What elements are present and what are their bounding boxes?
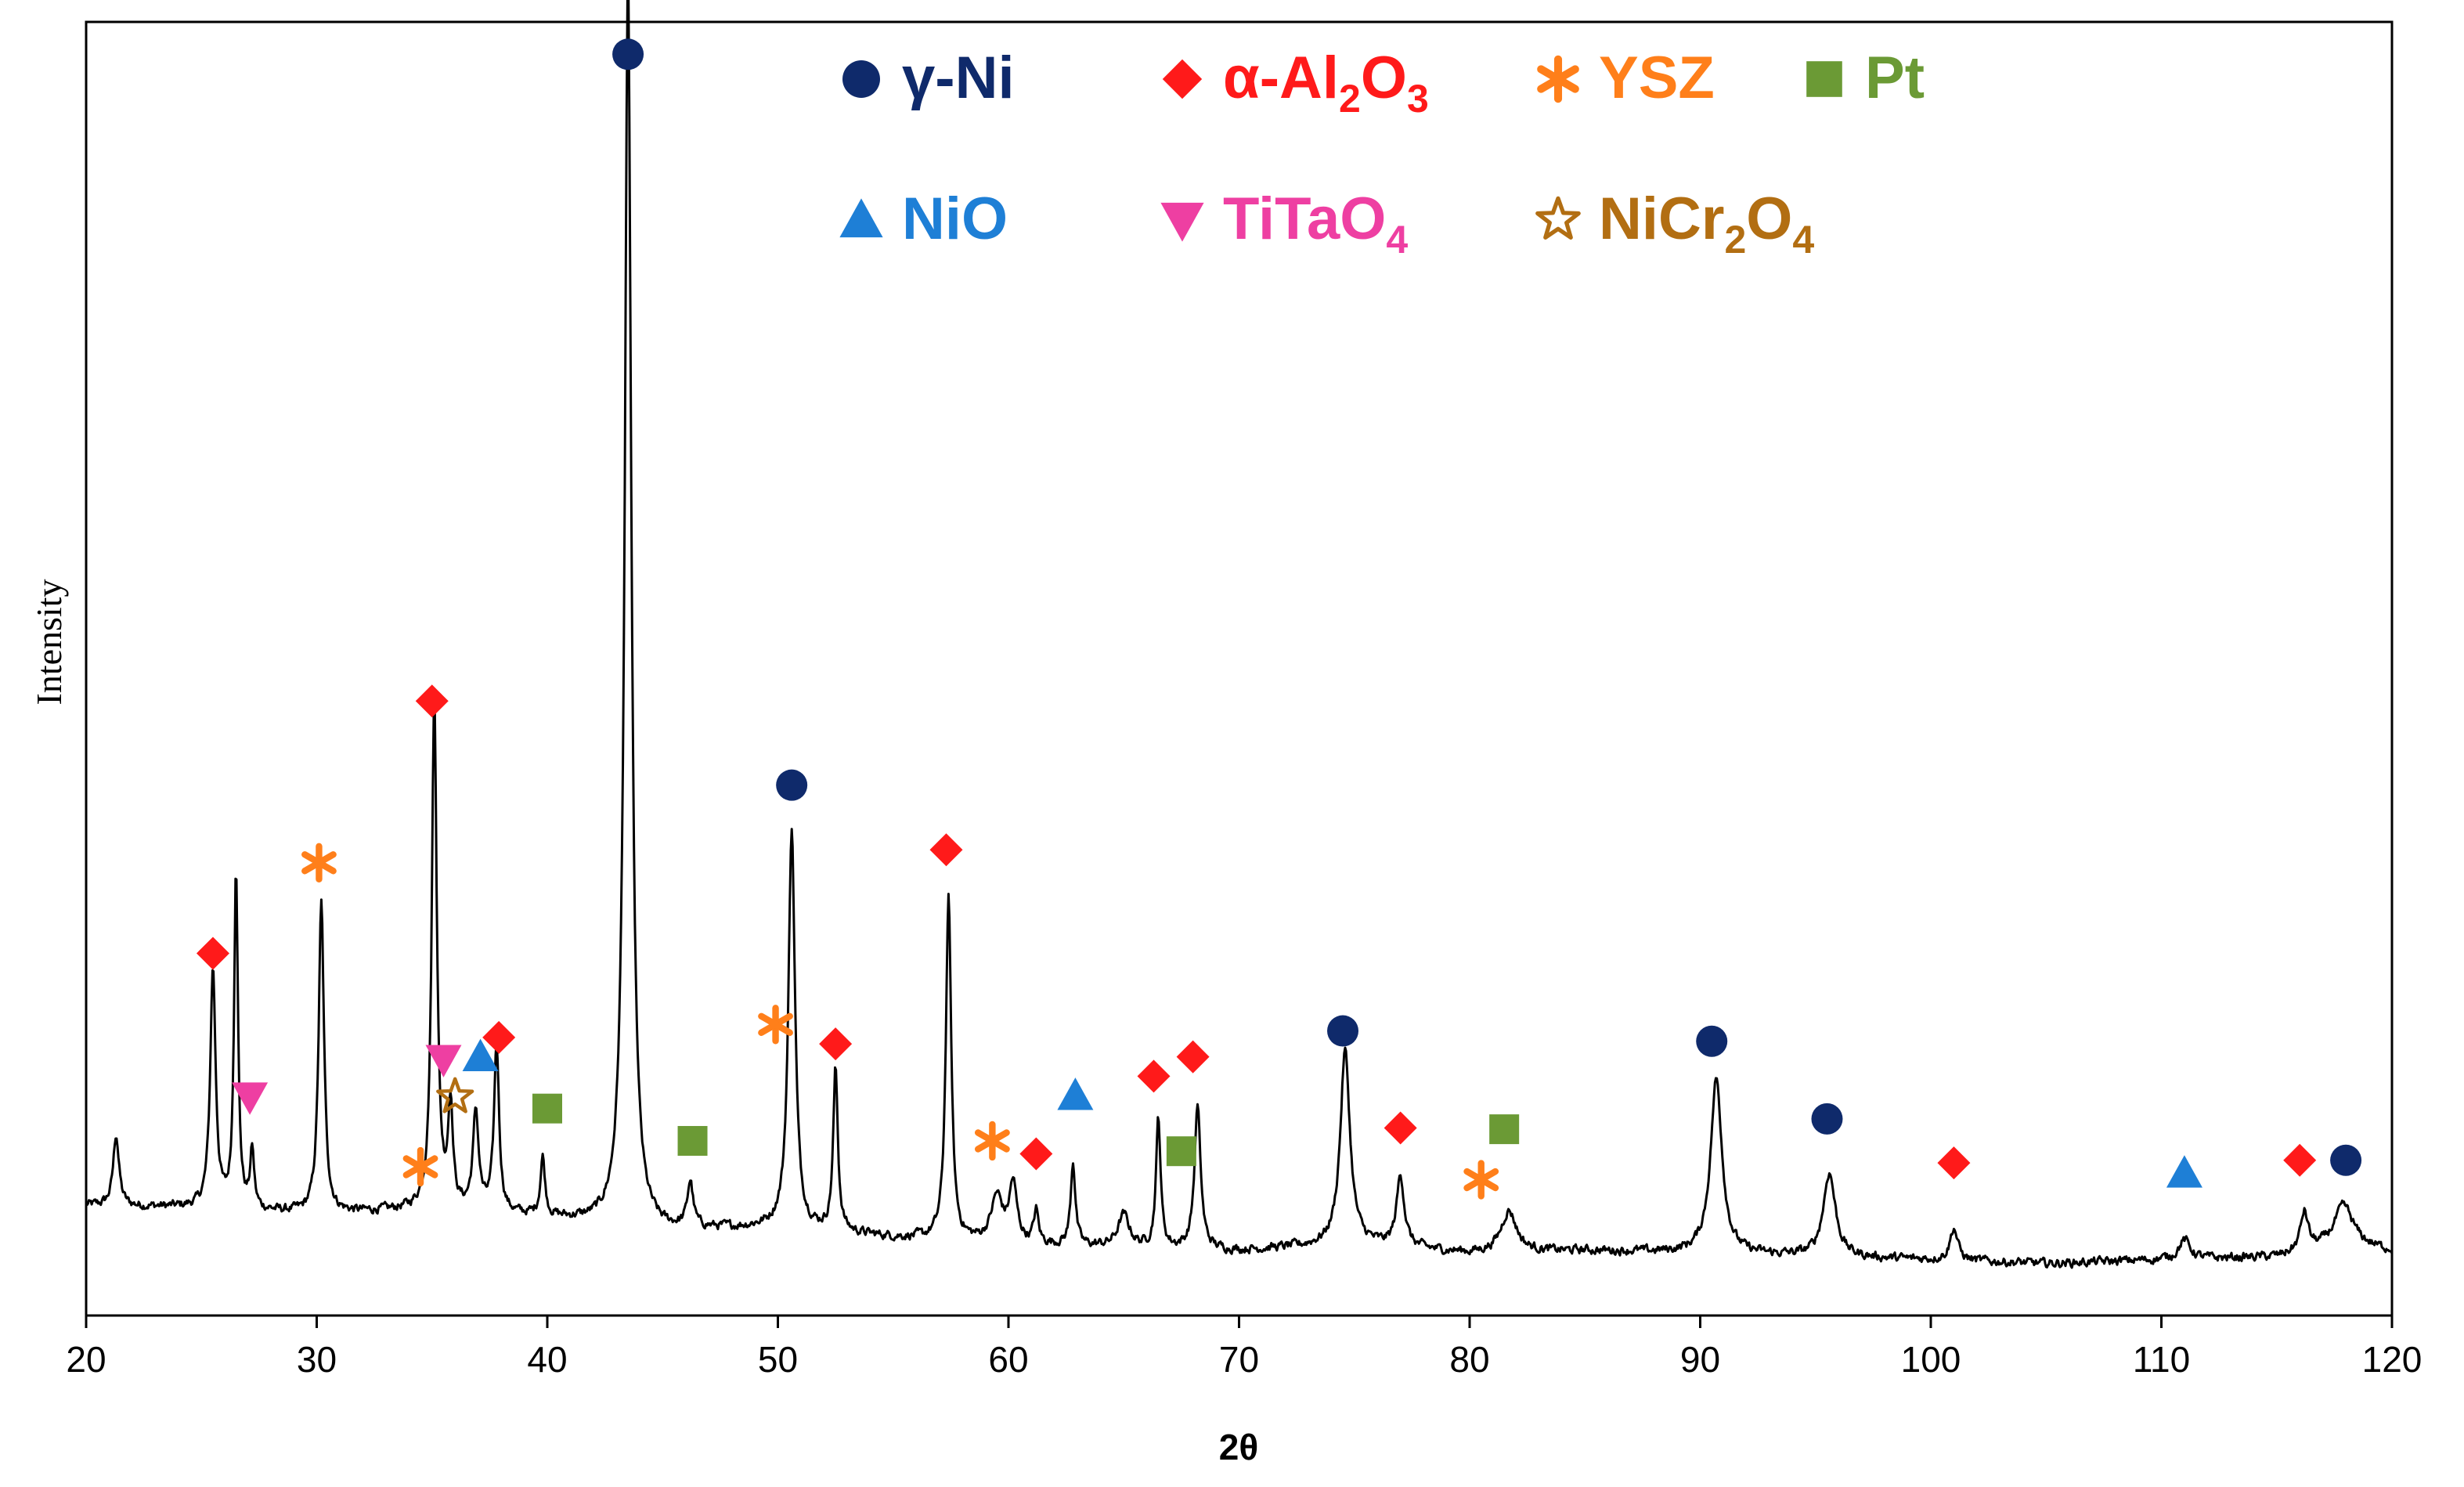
marker-Al2O3 (1384, 1111, 1417, 1145)
x-tick-label: 60 (988, 1339, 1028, 1380)
x-tick-label: 40 (527, 1339, 567, 1380)
marker-gNi (1696, 1025, 1728, 1057)
legend-label-Al2O3: α-Al2O3 (1223, 45, 1429, 121)
marker-Al2O3 (1937, 1146, 1971, 1180)
x-axis-title: 2θ (1219, 1427, 1258, 1467)
x-tick-label: 30 (297, 1339, 337, 1380)
marker-TiTaO4 (232, 1082, 269, 1115)
marker-Al2O3 (1176, 1040, 1210, 1074)
marker-Al2O3 (929, 833, 963, 867)
marker-YSZ (974, 1121, 1010, 1161)
phase-markers (196, 38, 2362, 1200)
legend-label-gNi: γ-Ni (902, 45, 1015, 111)
legend-marker-TiTaO4 (1160, 202, 1204, 242)
xrd-pattern-line (85, 0, 2394, 1269)
legend-marker-gNi (842, 60, 880, 98)
marker-Al2O3 (196, 937, 229, 970)
marker-gNi (1811, 1103, 1843, 1135)
legend-marker-NiCr2O4 (1535, 196, 1581, 240)
marker-Pt (532, 1093, 562, 1124)
x-tick-label: 50 (758, 1339, 798, 1380)
y-axis-title: Intensity (29, 579, 69, 706)
x-tick-label: 110 (2133, 1339, 2190, 1380)
legend-item-Pt: Pt (1806, 45, 1925, 111)
legend-item-gNi: γ-Ni (842, 45, 1015, 111)
marker-gNi (1327, 1015, 1359, 1047)
legend-label-YSZ: YSZ (1599, 45, 1715, 111)
legend-item-Al2O3: α-Al2O3 (1162, 45, 1429, 121)
x-tick-label: 100 (1901, 1339, 1961, 1380)
marker-Al2O3 (1019, 1137, 1053, 1171)
x-tick-label: 70 (1219, 1339, 1259, 1380)
x-tick-label: 120 (2362, 1339, 2423, 1380)
legend-item-NiO: NiO (839, 186, 1008, 252)
marker-Pt (1166, 1136, 1196, 1167)
x-axis-tick-labels: 20 30 40 50 60 70 80 90 100 110 120 (66, 1339, 2422, 1380)
legend-label-NiO: NiO (902, 186, 1008, 252)
marker-NiO (1057, 1077, 1094, 1110)
marker-Al2O3 (415, 684, 449, 718)
legend-marker-YSZ (1537, 55, 1579, 103)
legend-item-NiCr2O4: NiCr2O4 (1535, 186, 1814, 262)
marker-gNi (776, 769, 808, 801)
legend-marker-Al2O3 (1162, 59, 1203, 99)
marker-gNi (2330, 1144, 2362, 1176)
x-tick-label: 20 (66, 1339, 106, 1380)
marker-YSZ (301, 843, 337, 883)
marker-Al2O3 (1137, 1059, 1171, 1093)
marker-NiCr2O4 (436, 1077, 474, 1113)
legend-label-Pt: Pt (1865, 45, 1925, 111)
marker-Al2O3 (2283, 1143, 2317, 1177)
legend-item-TiTaO4: TiTaO4 (1160, 186, 1408, 262)
marker-YSZ (1463, 1160, 1499, 1200)
marker-Pt (677, 1125, 708, 1156)
marker-NiO (462, 1038, 499, 1071)
legend: γ-Ni α-Al2O3 YSZ Pt NiO TiTaO4 NiCr2O4 (839, 45, 1925, 262)
legend-marker-Pt (1806, 61, 1842, 97)
marker-YSZ (402, 1146, 438, 1187)
legend-label-TiTaO4: TiTaO4 (1223, 186, 1408, 262)
marker-Pt (1489, 1114, 1520, 1145)
x-axis-ticks (85, 1316, 2394, 1328)
x-tick-label: 80 (1449, 1339, 1489, 1380)
legend-label-NiCr2O4: NiCr2O4 (1599, 186, 1814, 262)
marker-TiTaO4 (425, 1045, 462, 1077)
marker-Al2O3 (482, 1020, 516, 1054)
marker-Al2O3 (819, 1027, 853, 1061)
marker-gNi (612, 38, 644, 70)
marker-NiO (2166, 1155, 2202, 1188)
legend-marker-NiO (839, 198, 883, 238)
marker-YSZ (758, 1005, 793, 1045)
x-tick-label: 90 (1680, 1339, 1720, 1380)
legend-item-YSZ: YSZ (1537, 45, 1715, 111)
